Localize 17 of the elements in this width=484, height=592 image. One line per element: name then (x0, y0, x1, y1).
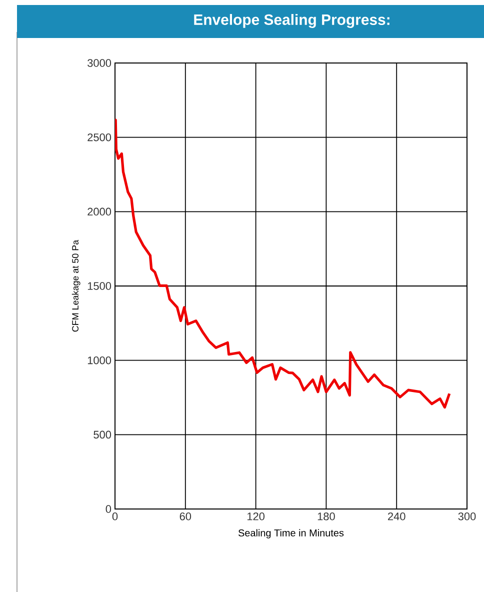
x-tick-label: 240 (388, 512, 406, 520)
y-tick-label: 0 (106, 505, 112, 513)
y-tick-label: 2500 (88, 133, 112, 142)
x-tick-label: 180 (318, 512, 335, 520)
x-tick-label: 300 (458, 512, 476, 520)
x-tick-label: 120 (247, 512, 264, 520)
x-tick-label: 0 (112, 512, 118, 520)
x-axis-title: Sealing Time in Minutes (238, 529, 344, 538)
y-tick-label: 500 (94, 430, 112, 439)
y-axis-title: CFM Leakage at 50 Pa (72, 240, 80, 332)
y-tick-label: 1000 (88, 356, 112, 364)
x-tick-label: 60 (180, 512, 192, 520)
y-tick-label: 1500 (88, 282, 112, 290)
y-tick-label: 3000 (88, 59, 112, 67)
line-series (115, 118, 451, 409)
y-tick-label: 2000 (88, 208, 112, 216)
chart-title: Envelope Sealing Progress: (194, 14, 390, 28)
